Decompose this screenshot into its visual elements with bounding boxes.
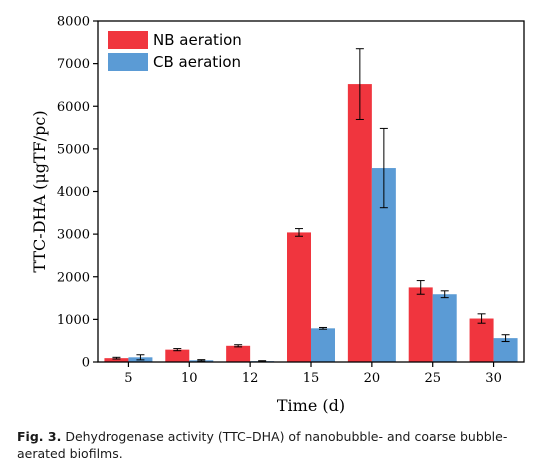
y-tick-label-0: 0	[82, 356, 90, 371]
x-axis-title: Time (d)	[277, 396, 345, 415]
legend-label-cb: CB aeration	[153, 53, 241, 71]
bar-nb-20	[347, 84, 372, 363]
figure-caption: Fig. 3. Dehydrogenase activity (TTC–DHA)…	[17, 428, 542, 462]
y-tick-label-6000: 6000	[57, 100, 90, 115]
x-tick-label-10: 10	[181, 371, 198, 386]
y-tick-label-3000: 3000	[57, 228, 90, 243]
y-tick-label-4000: 4000	[57, 185, 90, 200]
bar-cb-15	[311, 328, 335, 362]
x-tick-label-15: 15	[303, 371, 320, 386]
bar-cb-25	[432, 294, 457, 362]
y-tick-label-2000: 2000	[57, 270, 90, 285]
x-tick-label-25: 25	[424, 371, 441, 386]
caption-text: Dehydrogenase activity (TTC–DHA) of nano…	[17, 429, 508, 461]
legend-swatch-cb	[108, 53, 148, 71]
y-tick-label-7000: 7000	[57, 57, 90, 72]
bar-nb-5	[104, 358, 129, 362]
x-tick-label-30: 30	[485, 371, 502, 386]
x-tick-label-5: 5	[124, 371, 132, 386]
y-axis-title: TTC-DHA (μgTF/pc)	[30, 110, 49, 272]
bar-nb-10	[165, 349, 190, 362]
legend-swatch-nb	[108, 31, 148, 49]
legend-label-nb: NB aeration	[153, 31, 242, 49]
y-tick-label-5000: 5000	[57, 142, 90, 157]
y-tick-label-8000: 8000	[57, 15, 90, 30]
bar-chart: 0 1000 2000 3000 4000 5000 6000 7000 8000 5 10 12 15…	[30, 15, 525, 415]
x-tick-label-12: 12	[242, 371, 259, 386]
x-tick-label-20: 20	[364, 371, 381, 386]
bar-nb-25	[408, 287, 433, 362]
bar-cb-30	[493, 338, 518, 362]
chart-container: 0 1000 2000 3000 4000 5000 6000 7000 8000 5 10 12 15…	[30, 15, 525, 415]
bar-nb-30	[469, 318, 494, 362]
caption-label: Fig. 3.	[17, 429, 62, 444]
y-tick-label-1000: 1000	[57, 313, 90, 328]
bar-nb-12	[226, 345, 251, 362]
bar-nb-15	[287, 232, 311, 362]
